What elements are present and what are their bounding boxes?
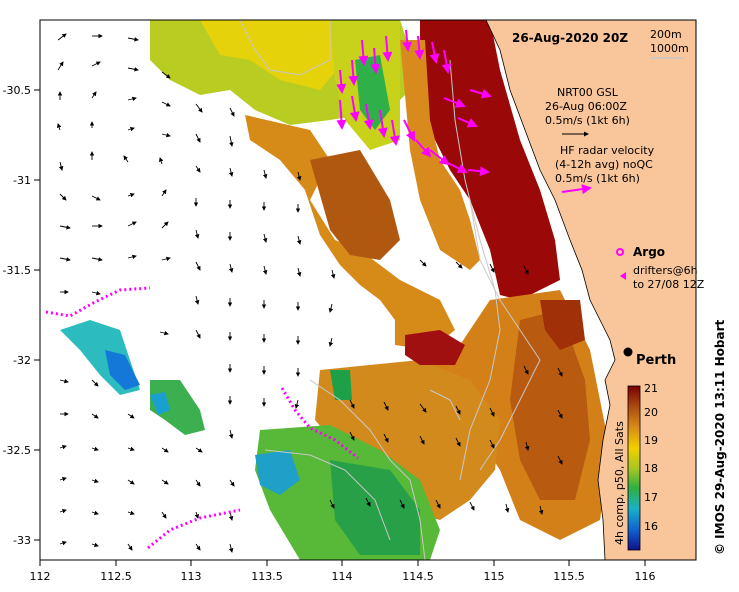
plot-frame [39,19,697,561]
lon-tick: 115.5 [553,570,585,583]
colorbar-tick: 16 [644,520,658,533]
lon-tick-labels: 112 112.5 113 113.5 114 114.5 115 115.5 … [30,570,656,583]
plot-area [40,20,696,560]
lat-tick: -30.5 [3,84,31,97]
colorbar-ticks: 16 17 18 19 20 21 [644,382,658,533]
lat-tick: -32.5 [3,444,31,457]
lat-tick: -33 [13,534,31,547]
colorbar-tick: 17 [644,491,658,504]
isobath-legend-200: 200m [650,28,682,41]
lon-tick: 116 [635,570,656,583]
isobath-legend-1000: 1000m [650,42,689,55]
map-title: 26-Aug-2020 20Z [512,31,628,45]
radar-legend-line2: (4-12h avg) noQC [555,158,653,171]
lat-tick-labels: -30.5 -31 -31.5 -32 -32.5 -33 [3,84,31,547]
model-legend-line1: NRT00 GSL [557,86,619,99]
drifter-tracks [45,286,359,550]
perth-label: Perth [636,353,676,368]
lat-tick: -31.5 [3,264,31,277]
credit-text: © IMOS 29-Aug-2020 13:11 Hobart [713,319,727,555]
model-legend-line2: 26-Aug 06:00Z [545,100,627,113]
argo-icon [616,248,624,256]
drifter-legend-line1: drifters@6h [633,264,698,277]
drifter-legend-line2: to 27/08 12Z [633,278,705,291]
lat-tick: -31 [13,174,31,187]
perth-marker-icon [623,347,633,357]
lon-tick: 113 [181,570,202,583]
colorbar-tick: 21 [644,382,658,395]
drifter-icon [620,272,626,280]
radar-velocity-arrows [336,29,492,177]
colorbar-tick: 18 [644,462,658,475]
isobaths [239,20,541,560]
lon-tick: 113.5 [251,570,283,583]
lon-tick: 114.5 [402,570,434,583]
axis-tick-marks [34,89,646,566]
radar-legend-line3: 0.5m/s (1kt 6h) [555,172,640,185]
lon-tick: 112.5 [100,570,132,583]
colorbar-tick: 20 [644,406,658,419]
lat-tick: -32 [13,354,31,367]
colorbar-title: 4h comp, p50, All Sats [613,421,626,545]
lon-tick: 114 [332,570,353,583]
sst-field [60,20,610,560]
radar-scale-arrow [561,184,592,195]
model-velocity-arrows [57,33,563,553]
radar-legend-line1: HF radar velocity [560,144,655,157]
lon-tick: 115 [484,570,505,583]
argo-label: Argo [633,245,665,259]
colorbar [627,385,641,551]
model-legend-line3: 0.5m/s (1kt 6h) [545,114,630,127]
lon-tick: 112 [30,570,51,583]
land-mass [485,20,696,560]
colorbar-tick: 19 [644,434,658,447]
